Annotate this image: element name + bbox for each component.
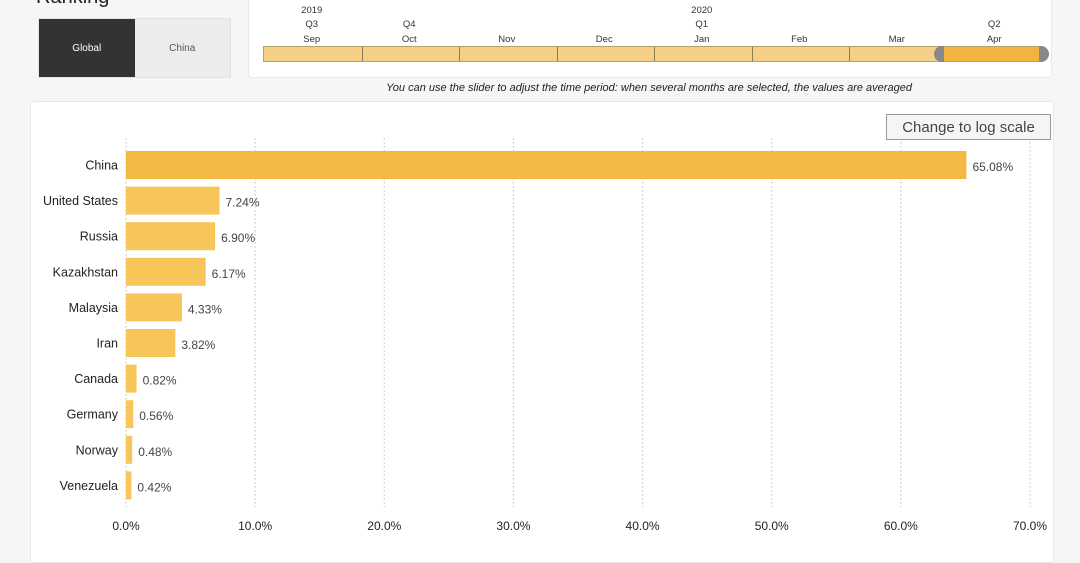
time-slider-selection[interactable] xyxy=(939,47,1044,61)
value-label: 7.24% xyxy=(225,196,259,210)
x-tick-label: 70.0% xyxy=(1013,519,1047,533)
value-label: 4.33% xyxy=(188,302,222,316)
category-label: Canada xyxy=(74,372,118,386)
x-tick-label: 10.0% xyxy=(238,519,272,533)
value-label: 65.08% xyxy=(972,160,1013,174)
value-label: 0.42% xyxy=(137,480,171,494)
timeline-month-label: Oct xyxy=(401,34,417,45)
value-label: 0.56% xyxy=(139,409,173,423)
category-label: China xyxy=(85,159,118,173)
category-label: United States xyxy=(43,194,118,208)
category-label: Russia xyxy=(80,230,118,244)
timeline-month-label: Dec xyxy=(595,34,613,45)
bar xyxy=(126,435,133,464)
log-scale-button[interactable]: Change to log scale xyxy=(886,114,1051,140)
timeline-month-label: Sep xyxy=(303,34,321,45)
x-tick-label: 40.0% xyxy=(626,519,660,533)
time-slider-left-handle[interactable] xyxy=(934,46,944,62)
timeline-divider xyxy=(556,47,558,61)
bar xyxy=(126,471,132,500)
ranking-bar-chart: 0.0% 10.0% 20.0% 30.0% 40.0% 50.0% 60.0% 70.0% C… xyxy=(43,138,1047,533)
time-slider-right-handle[interactable] xyxy=(1039,46,1049,62)
x-tick-label: 20.0% xyxy=(367,519,401,533)
timeline-month-label: Apr xyxy=(986,34,1002,45)
timeline-quarter-label: Q2 xyxy=(987,19,1001,30)
value-label: 0.82% xyxy=(143,374,177,388)
timeline-quarter-label: Q3 xyxy=(305,19,319,30)
bar xyxy=(126,364,137,393)
category-label: Kazakhstan xyxy=(53,265,118,279)
value-label: 0.48% xyxy=(138,445,172,459)
timeline-divider xyxy=(849,47,850,61)
timeline-month-label: Feb xyxy=(791,34,808,45)
x-tick-label: 60.0% xyxy=(884,519,918,533)
bar xyxy=(126,186,220,215)
toggle-global-button[interactable]: Global xyxy=(39,19,135,77)
timeline-divider xyxy=(459,47,460,61)
bar xyxy=(126,329,176,357)
time-slider-track[interactable] xyxy=(263,46,1049,62)
timeline-divider xyxy=(751,47,753,61)
x-tick-label: 30.0% xyxy=(496,519,530,533)
bar xyxy=(126,151,967,179)
bar xyxy=(126,293,182,322)
x-tick-label: 0.0% xyxy=(112,519,140,533)
scope-toggle: Global China xyxy=(38,18,231,78)
category-label: Venezuela xyxy=(60,479,118,493)
category-label: Iran xyxy=(96,337,118,351)
timeline-year-label: 2020 xyxy=(691,5,713,16)
bar xyxy=(126,222,216,251)
timeline-year-label: 2019 xyxy=(301,5,323,16)
toggle-china-button[interactable]: China xyxy=(134,19,230,77)
page-title: Ranking xyxy=(36,0,109,9)
x-tick-label: 50.0% xyxy=(755,519,789,533)
timeline-month-label: Mar xyxy=(888,34,905,45)
timeline-quarter-label: Q4 xyxy=(402,19,416,30)
category-label: Malaysia xyxy=(69,301,118,315)
value-label: 6.90% xyxy=(221,231,255,245)
value-label: 3.82% xyxy=(181,338,215,352)
category-label: Germany xyxy=(67,408,119,422)
bar xyxy=(126,400,134,429)
timeline-divider xyxy=(654,47,655,61)
slider-hint-text: You can use the slider to adjust the tim… xyxy=(386,82,912,94)
timeline-divider xyxy=(361,47,363,61)
category-label: Norway xyxy=(76,443,119,457)
value-label: 6.17% xyxy=(212,267,246,281)
timeline-month-label: Jan xyxy=(694,34,710,45)
time-slider-panel: 2019 2020 Q3 Q4 Q1 Q2 Sep Oct Nov Dec Jan Feb Mar Apr xyxy=(248,0,1052,78)
bar xyxy=(126,257,206,286)
timeline-month-label: Nov xyxy=(498,34,516,45)
timeline-quarter-label: Q1 xyxy=(695,19,709,30)
